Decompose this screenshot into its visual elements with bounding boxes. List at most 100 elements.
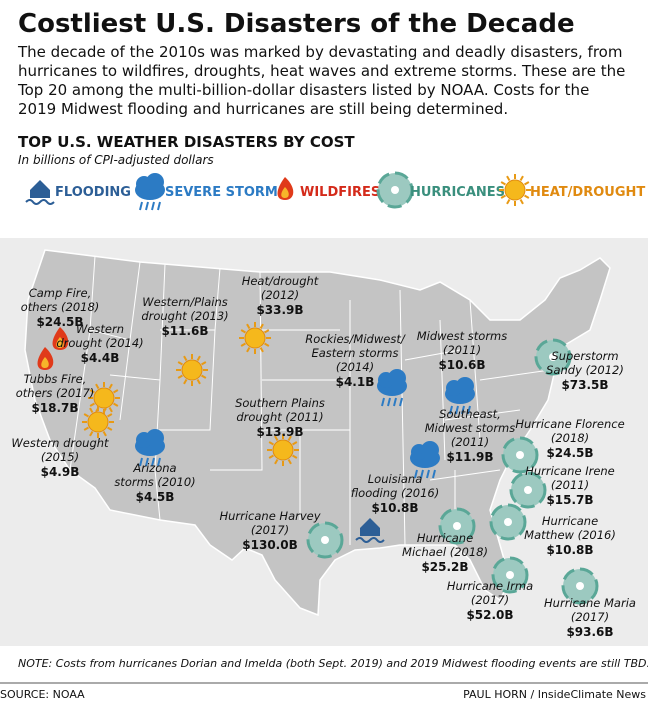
sun-ray: [89, 431, 94, 437]
disaster-name: Matthew (2016): [524, 528, 616, 542]
disaster-cost: $10.8B: [546, 543, 593, 557]
rain: [449, 405, 471, 415]
sun-ray: [183, 379, 188, 385]
sun-ray: [268, 454, 274, 459]
hurricane-eye: [576, 582, 584, 590]
disaster-name: (2017): [471, 593, 509, 607]
fire-inner: [281, 187, 289, 198]
sun-ray: [89, 407, 94, 413]
sun-ray: [268, 441, 274, 446]
disaster-cost: $15.7B: [546, 493, 593, 507]
sun-ray: [102, 407, 107, 413]
legend-label: WILDFIRES: [300, 185, 380, 200]
waves: [355, 537, 385, 543]
disaster-name: drought (2013): [141, 309, 228, 323]
sun-ray: [108, 383, 113, 389]
disaster-name: Western drought: [11, 436, 109, 450]
sun-ray: [201, 361, 207, 366]
sun-ray: [107, 413, 113, 418]
hurricane-eye: [453, 522, 461, 530]
sun-ray: [102, 431, 107, 437]
sun-ray: [524, 181, 530, 186]
cloud: [456, 377, 474, 395]
disaster-name: Hurricane: [542, 514, 598, 528]
legend-label: FLOODING: [55, 185, 131, 200]
fire-inner: [41, 357, 49, 368]
disaster-name: (2011): [443, 343, 481, 357]
sun-ray: [274, 435, 279, 441]
rain: [139, 457, 161, 467]
sun-ray: [89, 402, 95, 407]
disaster-name: others (2018): [21, 300, 100, 314]
fire-inner: [56, 337, 64, 348]
disaster-cost: $25.2B: [421, 560, 468, 574]
legend-label: HURRICANES: [410, 185, 505, 200]
sun-ray: [201, 374, 207, 379]
sun-ray: [259, 323, 264, 329]
rain: [381, 397, 403, 407]
disaster-name: drought (2011): [236, 410, 323, 424]
disaster-name: Hurricane Harvey: [219, 509, 320, 523]
sun-ray: [89, 389, 95, 394]
disaster-name: Hurricane Irma: [447, 579, 533, 593]
sun-ray: [524, 194, 530, 199]
disaster-name: (2014): [336, 360, 374, 374]
sun-ray: [500, 194, 506, 199]
house: [30, 180, 50, 198]
disaster-name: Superstorm: [551, 349, 618, 363]
sun-ray: [196, 355, 201, 361]
disaster-cost: $33.9B: [256, 303, 303, 317]
sun-ray: [108, 407, 113, 413]
sun-ray: [519, 199, 524, 205]
disaster-name: Arizona: [132, 461, 176, 475]
sun-ray: [83, 413, 89, 418]
disaster-name: Midwest storms: [425, 421, 516, 435]
disaster-name: Camp Fire,: [29, 286, 92, 300]
disaster-name: drought (2014): [56, 336, 143, 350]
sun: [272, 439, 294, 461]
disaster-cost: $10.8B: [371, 501, 418, 515]
disaster-cost: $11.6B: [161, 324, 208, 338]
disaster-name: Southern Plains: [235, 396, 325, 410]
cloud: [388, 369, 406, 387]
disaster-name: (2015): [41, 450, 79, 464]
disaster-name: Sandy (2012): [546, 363, 624, 377]
sun-ray: [107, 426, 113, 431]
disaster-name: (2012): [261, 288, 299, 302]
disaster-name: Rockies/Midwest/: [305, 332, 406, 346]
sun-ray: [292, 454, 298, 459]
sun-ray: [196, 379, 201, 385]
disaster-cost: $130.0B: [242, 538, 297, 552]
disaster-name: Western/Plains: [142, 295, 228, 309]
units: In billions of CPI-adjusted dollars: [18, 153, 214, 167]
legend-label: HEAT/DROUGHT: [530, 185, 645, 200]
disaster-cost: $73.5B: [561, 378, 608, 392]
sun-ray: [113, 389, 119, 394]
disaster-name: flooding (2016): [351, 486, 439, 500]
source: SOURCE: NOAA: [0, 688, 85, 701]
cloud: [421, 441, 439, 459]
legend-label: SEVERE STORMS: [165, 185, 287, 200]
disaster-cost: $4.9B: [41, 465, 80, 479]
sun-ray: [264, 329, 270, 334]
sun-ray: [240, 342, 246, 347]
disaster-name: Hurricane Maria: [544, 596, 636, 610]
disaster-name: Southeast,: [439, 407, 501, 421]
sun-ray: [177, 361, 183, 366]
sun: [244, 327, 266, 349]
credit: PAUL HORN / InsideClimate News: [463, 688, 646, 701]
hurricane-eye: [506, 571, 514, 579]
disaster-name: Hurricane: [417, 531, 473, 545]
cloud: [146, 429, 164, 447]
sun-ray: [506, 175, 511, 181]
disaster-cost: $24.5B: [36, 315, 83, 329]
sun-ray: [500, 181, 506, 186]
hurricane-eye: [391, 186, 399, 194]
intro-line: The decade of the 2010s was marked by de…: [17, 43, 622, 61]
disaster-name: storms (2010): [114, 475, 195, 489]
hurricane-eye: [524, 486, 532, 494]
disaster-cost: $4.4B: [81, 351, 120, 365]
disaster-cost: $4.1B: [336, 375, 375, 389]
house: [360, 518, 380, 536]
disaster-cost: $52.0B: [466, 608, 513, 622]
